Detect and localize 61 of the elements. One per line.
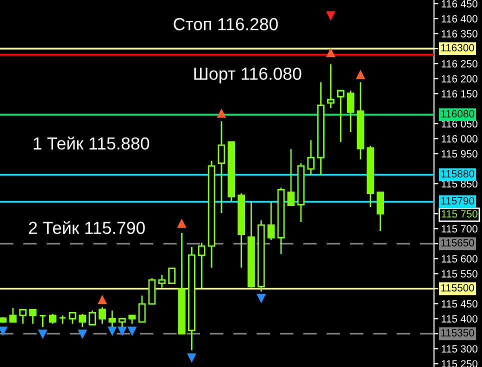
ref-line-label: 115790 — [441, 197, 474, 204]
point — [356, 70, 366, 80]
candlestick — [198, 242, 206, 290]
ref-line-label: 116080 — [441, 110, 474, 118]
y-tick-label: 116 000 — [442, 135, 478, 143]
candlestick — [88, 310, 96, 326]
annotation: 1 Тейк 115.880 — [34, 136, 150, 150]
y-tick-label: 115 300 — [442, 345, 478, 353]
ref-line-label: 115650 — [441, 239, 474, 246]
y-tick-label: 116 400 — [442, 15, 478, 22]
ref-line-label: 115350 — [441, 329, 474, 336]
point — [117, 326, 127, 336]
candlestick — [336, 90, 344, 143]
y-tick-label: 115 750 — [442, 210, 478, 218]
candlestick — [346, 90, 354, 133]
point — [177, 218, 186, 228]
y-tick-label: 115 450 — [442, 300, 478, 308]
point — [326, 48, 336, 58]
candlestick — [19, 308, 27, 324]
candlestick — [68, 312, 76, 324]
candlestick — [29, 308, 36, 324]
y-tick-label: 116 150 — [442, 90, 478, 98]
y-tick-label: 116 350 — [442, 30, 478, 38]
point — [108, 326, 117, 336]
candlestick — [9, 307, 17, 323]
point — [326, 11, 336, 21]
point — [78, 330, 88, 339]
candlestick — [158, 274, 166, 288]
candlestick — [168, 268, 176, 284]
y-tick-label: 115 600 — [442, 255, 478, 263]
point — [216, 108, 226, 118]
ref-line-label: 116300 — [441, 44, 474, 52]
candlestick — [138, 294, 146, 323]
ref-line-label: 115500 — [441, 284, 474, 292]
y-tick-label: 115 550 — [442, 270, 478, 278]
candlestick — [327, 64, 334, 109]
point — [127, 326, 137, 336]
annotation: 2 Тейк 115.790 — [29, 220, 145, 234]
y-tick-label: 115 400 — [442, 315, 478, 323]
y-tick-label: 115 950 — [442, 150, 478, 158]
point — [98, 294, 107, 304]
y-tick-label: 116 450 — [442, 0, 478, 8]
candlestick — [218, 120, 226, 214]
candlestick — [78, 313, 86, 328]
y-tick-label: 116 200 — [442, 75, 478, 82]
candlestick — [39, 314, 46, 328]
point — [256, 294, 266, 304]
candlestick — [376, 192, 384, 232]
candlestick — [307, 139, 315, 176]
y-tick-label: 116 250 — [442, 60, 478, 68]
candlestick — [98, 306, 106, 324]
point — [38, 330, 48, 339]
point — [0, 326, 8, 336]
candlestick — [287, 148, 295, 206]
candlestick — [267, 201, 275, 241]
annotation: Стоп 116.280 — [174, 18, 278, 30]
candlestick — [48, 313, 56, 324]
ref-line-label: 115880 — [441, 170, 474, 178]
point — [187, 353, 196, 363]
annotation: Шорт 116.080 — [194, 68, 302, 84]
y-tick-label: 115 700 — [442, 225, 478, 233]
